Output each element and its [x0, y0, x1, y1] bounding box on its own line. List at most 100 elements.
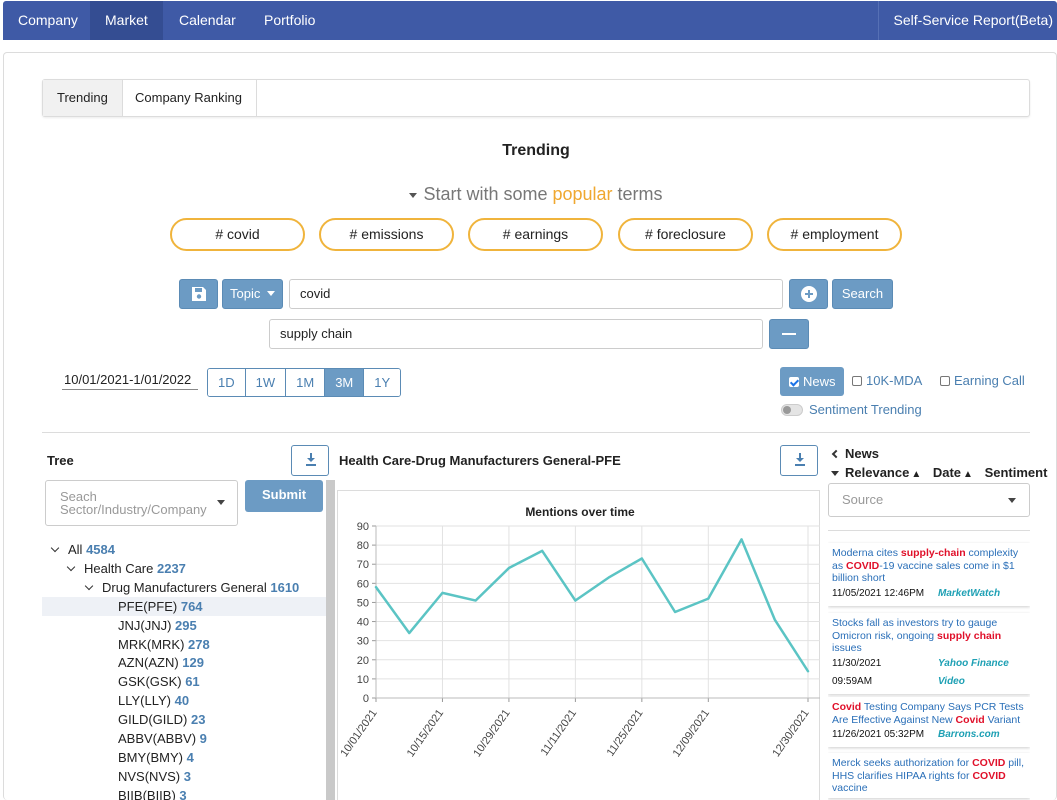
- tree-row-count: 40: [174, 693, 190, 709]
- tab-company-ranking[interactable]: Company Ranking: [121, 80, 257, 116]
- news-card-source[interactable]: Video: [938, 675, 965, 687]
- chevron-down-icon[interactable]: [84, 581, 94, 591]
- tree-row-count: 1610: [270, 579, 300, 595]
- sort-icon: ▲︎: [911, 469, 922, 480]
- sort-relevance[interactable]: Relevance: [845, 465, 910, 480]
- news-source-placeholder: Source: [842, 492, 884, 507]
- news-text: Merck seeks authorization for: [832, 757, 973, 769]
- news-card-title[interactable]: Covid Testing Company Says PCR Tests Are…: [832, 701, 1026, 726]
- save-button[interactable]: [179, 279, 218, 309]
- plus-circle-icon: [800, 286, 817, 302]
- tree-row-label: MRK(MRK): [118, 636, 189, 652]
- search-term-input-2[interactable]: supply chain: [269, 319, 763, 349]
- search-button[interactable]: Search: [832, 279, 893, 309]
- tree-row-label: Drug Manufacturers General: [102, 579, 271, 595]
- news-text: Stocks fall as investors try to gauge Om…: [832, 617, 998, 642]
- tree-row[interactable]: All 4584: [42, 540, 327, 559]
- news-text: pill, HHS clarifies HIPAA rights for: [832, 757, 1025, 782]
- news-card[interactable]: Covid Testing Company Says PCR Tests Are…: [828, 697, 1030, 747]
- tree-submit-button[interactable]: Submit: [245, 480, 323, 512]
- source-10k-mda-toggle[interactable]: 10K-MDA: [852, 373, 922, 388]
- topic-dropdown-button[interactable]: Topic: [222, 279, 283, 309]
- tree-row[interactable]: JNJ(JNJ) 295: [42, 616, 327, 635]
- nav-portfolio[interactable]: Portfolio: [264, 12, 316, 28]
- news-card-title[interactable]: Merck seeks authorization for COVID pill…: [832, 757, 1026, 795]
- checkbox-icon: [852, 376, 862, 386]
- tree-row[interactable]: MRK(MRK) 278: [42, 635, 327, 654]
- news-card[interactable]: Stocks fall as investors try to gauge Om…: [828, 613, 1030, 694]
- tree-search-select[interactable]: Seach Sector/Industry/Company: [45, 480, 238, 526]
- caret-down-icon: [831, 471, 839, 476]
- tree-scrollbar[interactable]: [326, 480, 335, 800]
- tree-row-label: LLY(LLY): [118, 693, 175, 709]
- tree-row-count: 3: [179, 787, 187, 800]
- tree-row[interactable]: BMY(BMY) 4: [42, 748, 327, 767]
- sentiment-toggle-switch[interactable]: [781, 404, 803, 416]
- range-1m[interactable]: 1M: [286, 369, 326, 396]
- chart-title: Mentions over time: [525, 505, 635, 519]
- range-3m[interactable]: 3M: [325, 369, 365, 396]
- pill-covid[interactable]: # covid: [170, 218, 305, 251]
- tree-row[interactable]: LLY(LLY) 40: [42, 691, 327, 710]
- pill-employment[interactable]: # employment: [767, 218, 902, 251]
- tab-trending[interactable]: Trending: [43, 80, 123, 116]
- remove-term-button[interactable]: [769, 319, 809, 349]
- pill-emissions[interactable]: # emissions: [319, 218, 454, 251]
- sort-date[interactable]: Date: [932, 465, 962, 480]
- range-1d[interactable]: 1D: [208, 369, 246, 396]
- nav-company[interactable]: Company: [18, 12, 78, 28]
- tree-row[interactable]: GSK(GSK) 61: [42, 672, 327, 691]
- y-tick-label: 40: [357, 617, 369, 629]
- y-tick-label: 20: [357, 655, 369, 667]
- chart-download-button[interactable]: [780, 445, 818, 476]
- tree-row[interactable]: GILD(GILD) 23: [42, 710, 327, 729]
- sentiment-trending-label[interactable]: Sentiment Trending: [809, 402, 922, 417]
- range-1y[interactable]: 1Y: [364, 369, 401, 396]
- tree-row[interactable]: ABBV(ABBV) 9: [42, 729, 327, 748]
- nav-market[interactable]: Market: [90, 1, 163, 40]
- chevron-down-icon[interactable]: [66, 562, 76, 572]
- tree-row[interactable]: Drug Manufacturers General 1610: [42, 578, 327, 597]
- news-card-title[interactable]: Stocks fall as investors try to gauge Om…: [832, 617, 1026, 655]
- sort-sentiment[interactable]: Sentiment: [984, 465, 1048, 480]
- x-tick-label: 10/01/2021: [338, 707, 379, 759]
- news-text: complexity as: [832, 547, 1019, 572]
- news-card-source[interactable]: Barrons.com: [938, 729, 1000, 740]
- source-news-toggle[interactable]: News: [780, 367, 844, 396]
- source-call-label: Earning Call: [954, 373, 1025, 388]
- tree-row[interactable]: NVS(NVS) 3: [42, 767, 327, 786]
- download-icon: [306, 453, 316, 466]
- tree-row[interactable]: PFE(PFE) 764: [42, 596, 327, 616]
- news-source-select[interactable]: Source: [828, 483, 1030, 517]
- news-card-source[interactable]: MarketWatch: [938, 587, 1001, 599]
- news-title: News: [845, 446, 879, 461]
- caret-down-icon: [266, 291, 275, 296]
- search-term-input-1[interactable]: covid: [289, 279, 783, 309]
- tree-download-button[interactable]: [291, 445, 329, 476]
- tree-row[interactable]: BIIB(BIIB) 3: [42, 786, 327, 800]
- nav-self-service-report[interactable]: Self-Service Report(Beta): [878, 1, 1057, 40]
- tree-row-label: BIIB(BIIB): [118, 787, 180, 800]
- pill-foreclosure[interactable]: # foreclosure: [618, 218, 753, 251]
- pill-earnings[interactable]: # earnings: [468, 218, 603, 251]
- news-card-source[interactable]: Yahoo Finance: [938, 657, 1009, 669]
- news-card[interactable]: Merck seeks authorization for COVID pill…: [828, 753, 1030, 798]
- tree-row-label: AZN(AZN): [118, 655, 183, 671]
- add-term-button[interactable]: [789, 279, 828, 309]
- chevron-down-icon[interactable]: [50, 543, 60, 553]
- news-card[interactable]: Moderna cites supply-chain complexity as…: [828, 543, 1030, 606]
- tree-row[interactable]: Health Care 2237: [42, 559, 327, 578]
- range-1w[interactable]: 1W: [245, 369, 287, 396]
- news-card-date: 09:59AM: [832, 675, 873, 687]
- news-keyword: COVID: [846, 559, 880, 572]
- nav-calendar[interactable]: Calendar: [179, 12, 236, 28]
- popular-terms-heading[interactable]: Start with some popular terms: [0, 184, 1057, 205]
- news-list: Moderna cites supply-chain complexity as…: [828, 530, 1030, 800]
- news-card-title[interactable]: Moderna cites supply-chain complexity as…: [832, 547, 1026, 585]
- source-earning-call-toggle[interactable]: Earning Call: [940, 373, 1025, 388]
- y-tick-label: 80: [357, 540, 369, 552]
- tree-row[interactable]: AZN(AZN) 129: [42, 653, 327, 672]
- date-range-input[interactable]: 10/01/2021-1/01/2022: [62, 372, 198, 390]
- news-text: Testing Company Says PCR Tests Are Effec…: [832, 701, 1024, 726]
- news-header[interactable]: News: [831, 446, 879, 461]
